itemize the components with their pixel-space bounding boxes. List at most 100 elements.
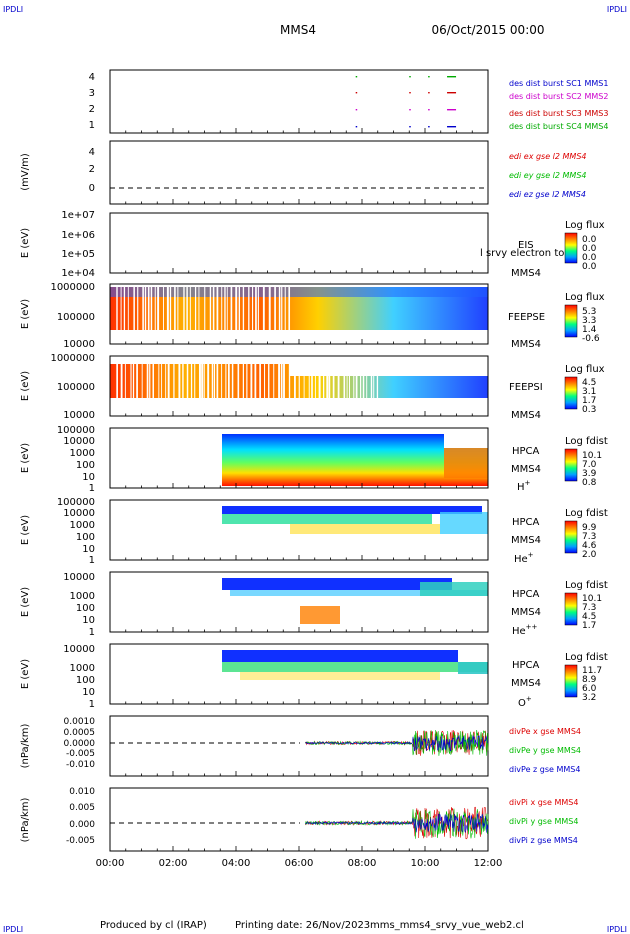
divpe-ytick-m010: -0.010 xyxy=(66,760,95,770)
hpca-he-panel: E (eV) 1 10 100 1000 10000 100000 HPCA M… xyxy=(20,497,608,566)
data-gap-stripe xyxy=(311,364,313,398)
hpca-he-cbar-tick-1: 7.3 xyxy=(582,532,596,542)
feepse-cbar-title: Log flux xyxy=(565,292,605,303)
data-gap-stripe xyxy=(348,364,350,398)
divpe-ytick-0: 0.0000 xyxy=(64,739,96,749)
hpca-o-ytick-1: 1 xyxy=(89,699,95,710)
data-gap-stripe xyxy=(376,364,379,398)
data-gap-stripe xyxy=(152,364,155,398)
burst-ytick-3: 3 xyxy=(89,88,95,99)
hpca-he-cbar-tick-0: 9.9 xyxy=(582,523,597,533)
hpca-o-ytick-100: 100 xyxy=(76,675,95,686)
hpca-h-panel: E (eV) 1 10 100 1000 10000 100000 HPCA M… xyxy=(20,425,608,494)
hpca-o-panel: E (eV) 1 10 100 1000 10000 HPCA MMS4 O+ … xyxy=(20,643,608,710)
burst-mark xyxy=(355,92,358,94)
hpca-hepp-ytick-1000: 1000 xyxy=(70,591,95,602)
hpca-hepp-ytick-100: 100 xyxy=(76,603,95,614)
hpca-he-ytick-100: 100 xyxy=(76,532,95,543)
data-gap-stripe xyxy=(257,287,259,330)
divpe-ytick-0010: 0.0010 xyxy=(64,717,96,727)
data-gap-stripe xyxy=(198,287,200,330)
eis-ytick-1e5: 1e+05 xyxy=(61,249,95,260)
data-gap-stripe xyxy=(163,287,164,330)
hpca-hepp-cbar-tick-0: 10.1 xyxy=(582,594,602,604)
data-gap-stripe xyxy=(227,364,230,398)
feepse-cbar-tick-2: 1.4 xyxy=(582,325,597,335)
hpca-h-species: H+ xyxy=(517,479,531,493)
data-gap-stripe xyxy=(273,364,275,398)
hpca-hepp-ytick-1: 1 xyxy=(89,627,95,638)
feepse-ytick-1e5: 100000 xyxy=(57,312,95,323)
data-gap-stripe xyxy=(278,287,281,330)
hpca-hepp-cbar-tick-2: 4.5 xyxy=(582,612,596,622)
data-gap-stripe xyxy=(355,364,358,398)
hpca-he-sc: MMS4 xyxy=(511,535,541,546)
hpca-o-ylabel: E (eV) xyxy=(20,659,31,689)
data-gap-stripe xyxy=(278,364,281,398)
hpca-o-cbar-title: Log fdist xyxy=(565,652,608,663)
eis-instrument: EIS xyxy=(518,240,534,251)
hpca-h-sc: MMS4 xyxy=(511,464,541,475)
hpca-o-ytick-10: 10 xyxy=(82,687,95,698)
burst-mark xyxy=(355,109,358,111)
time-tick-0400: 04:00 xyxy=(222,858,251,869)
burst-mark xyxy=(447,92,457,94)
burst-legend-mms1: des dist burst SC1 MMS1 xyxy=(509,79,608,88)
feepse-ytick-1e4: 10000 xyxy=(63,339,95,350)
feepsi-ylabel: E (eV) xyxy=(20,371,31,401)
spacecraft-title: MMS4 xyxy=(280,23,316,37)
eis-overlap-text: l srvy electron to xyxy=(480,248,564,259)
eis-ytick-1e7: 1e+07 xyxy=(61,210,95,221)
feepsi-panel: E (eV) 10000 100000 1000000 FEEPSI MMS4 … xyxy=(20,353,605,421)
divpi-ytick-m005: -0.005 xyxy=(66,836,95,846)
hpca-h-ytick-10: 10 xyxy=(82,472,95,483)
divpe-ylabel: (nPa/km) xyxy=(20,724,31,769)
burst-panel: 1 2 3 4 des dist burst SC1 MMS1 des dist… xyxy=(89,69,608,134)
data-gap-stripe xyxy=(337,364,340,398)
hpca-o-instrument: HPCA xyxy=(512,660,540,671)
data-gap-stripe xyxy=(250,364,253,398)
data-gap-stripe xyxy=(182,364,184,398)
data-gap-stripe xyxy=(142,287,144,330)
hpca-h-ytick-100: 100 xyxy=(76,460,95,471)
data-gap-stripe xyxy=(174,287,176,330)
burst-mark xyxy=(447,126,457,128)
data-gap-stripe xyxy=(360,364,362,398)
hpca-o-ytick-10000: 10000 xyxy=(63,644,95,655)
feepse-panel: E (eV) 10000 100000 1000000 FEEPSE MMS4 … xyxy=(20,282,605,350)
corner-label-bottom-left: IPDLI xyxy=(3,925,23,934)
data-gap-stripe xyxy=(332,364,335,398)
data-gap-stripe xyxy=(346,364,348,398)
footer-produced-by: Produced by cl (IRAP) xyxy=(100,920,207,931)
hpca-he-colorbar xyxy=(564,520,578,554)
burst-mark xyxy=(428,126,430,128)
divpi-legend-x: divPi x gse MMS4 xyxy=(509,798,578,807)
data-gap-stripe xyxy=(161,364,163,398)
edi-ytick-2: 2 xyxy=(89,164,95,175)
data-gap-stripe xyxy=(323,364,325,398)
burst-mark xyxy=(428,76,430,78)
divpe-ytick-0005: 0.0005 xyxy=(64,728,96,738)
data-gap-stripe xyxy=(150,287,153,330)
hpca-hepp-cbar-tick-1: 7.3 xyxy=(582,603,596,613)
data-gap-stripe xyxy=(203,364,205,398)
hpca-o-cbar-tick-0: 11.7 xyxy=(582,666,602,676)
hpca-he-ytick-1: 1 xyxy=(89,555,95,566)
hpca-h-cbar-title: Log fdist xyxy=(565,436,608,447)
feepsi-ytick-1e4: 10000 xyxy=(63,410,95,421)
data-gap-stripe xyxy=(343,364,346,398)
feepse-instrument: FEEPSE xyxy=(508,312,545,323)
hpca-hepp-sc: MMS4 xyxy=(511,607,541,618)
edi-panel: (mV/m) 0 2 4 edi ex gse l2 MMS4 edi ey g… xyxy=(20,140,587,205)
hpca-h-cbar-tick-1: 7.0 xyxy=(582,460,597,470)
data-gap-stripe xyxy=(318,364,321,398)
data-gap-stripe xyxy=(308,364,310,398)
hpca-o-cbar-tick-1: 8.9 xyxy=(582,675,597,685)
hpca-he-band-high xyxy=(222,506,482,514)
feepse-colorbar xyxy=(564,304,578,338)
data-gap-stripe xyxy=(146,364,149,398)
data-gap-stripe xyxy=(166,287,169,330)
hpca-h-cbar-tick-3: 0.8 xyxy=(582,478,597,488)
feepsi-sc: MMS4 xyxy=(511,410,541,421)
